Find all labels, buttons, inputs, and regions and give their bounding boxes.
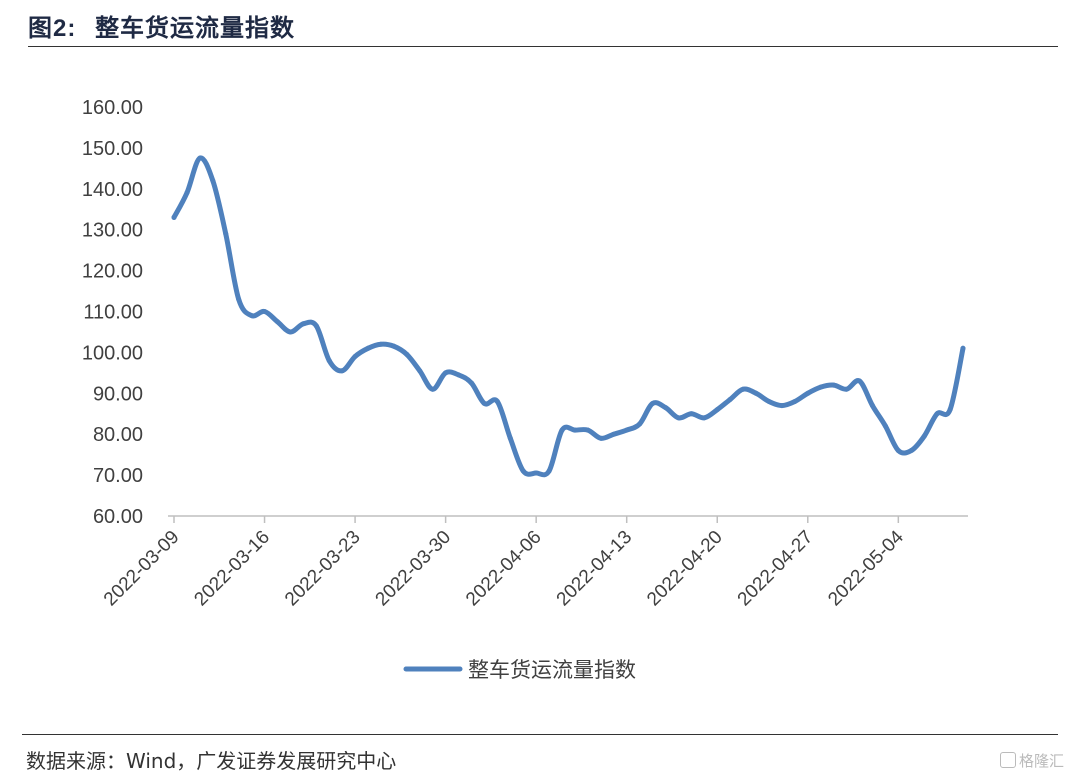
data-point: [481, 401, 487, 407]
title-text: 整车货运流量指数: [95, 14, 296, 42]
data-point: [714, 407, 720, 413]
data-point: [637, 421, 643, 427]
series-layer: [171, 155, 966, 478]
title-number: 2:: [53, 15, 77, 42]
y-tick-label: 160.00: [82, 97, 143, 119]
data-point: [650, 401, 656, 407]
x-tick-label: 2022-03-09: [100, 527, 184, 611]
data-point: [507, 435, 513, 441]
x-axis: 2022-03-09 2022-03-16 2022-03-23 2022-03-30…: [100, 515, 968, 611]
x-tick-label: 2022-04-06: [462, 527, 546, 611]
data-point: [779, 403, 785, 409]
y-tick-label: 80.00: [93, 424, 143, 446]
series-line: [171, 155, 966, 478]
y-axis: 60.00 70.00 80.00 90.00 100.00 110.00 120.00 13…: [82, 97, 143, 528]
y-tick-label: 70.00: [93, 465, 143, 487]
watermark-logo-icon: [999, 752, 1016, 768]
data-point: [404, 351, 410, 357]
y-tick-label: 110.00: [83, 302, 143, 324]
data-point: [869, 403, 875, 409]
data-point: [430, 386, 436, 392]
data-point: [468, 380, 474, 386]
x-tick-label: 2022-04-13: [553, 527, 637, 611]
data-point: [960, 345, 966, 351]
source-note: 数据来源：Wind，广发证券发展研究中心: [26, 749, 397, 773]
legend: 整车货运流量指数: [403, 658, 636, 682]
watermark: 格隆汇: [999, 750, 1064, 771]
data-point: [391, 343, 397, 349]
y-tick-label: 100.00: [82, 342, 143, 364]
data-point: [533, 470, 539, 476]
data-point: [572, 427, 578, 433]
x-tick-label: 2022-03-30: [372, 527, 456, 611]
data-point: [300, 321, 306, 327]
x-tick-label: 2022-04-27: [734, 527, 818, 611]
data-point: [456, 372, 462, 378]
y-tick-label: 60.00: [93, 506, 143, 528]
data-point: [262, 309, 268, 314]
data-point: [753, 390, 759, 396]
title-prefix: 图: [28, 14, 53, 42]
figure-title: 图2: 整车货运流量指数: [28, 8, 295, 43]
y-tick-label: 90.00: [93, 383, 143, 405]
x-tick-label: 2022-05-04: [824, 526, 908, 610]
data-point: [546, 468, 552, 474]
legend-label: 整车货运流量指数: [468, 658, 636, 682]
data-point: [663, 405, 669, 411]
data-point: [494, 398, 500, 404]
figure-header: 图2: 整车货运流量指数: [28, 6, 1058, 47]
data-point: [688, 411, 694, 417]
y-tick-label: 120.00: [82, 261, 143, 283]
x-tick-label: 2022-04-20: [643, 527, 727, 611]
data-point: [831, 382, 837, 388]
x-tick-label: 2022-03-16: [190, 527, 274, 611]
data-point: [766, 398, 772, 404]
data-point: [223, 231, 229, 237]
data-point: [313, 323, 319, 329]
data-point: [611, 431, 617, 437]
watermark-text: 格隆汇: [1018, 752, 1064, 770]
data-point: [675, 415, 681, 421]
data-point: [352, 353, 358, 359]
data-point: [857, 378, 863, 384]
y-tick-label: 140.00: [82, 179, 143, 201]
data-point: [197, 155, 203, 161]
data-point: [559, 427, 565, 433]
data-point: [792, 398, 798, 404]
data-point: [805, 390, 811, 396]
data-point: [249, 313, 255, 319]
y-tick-label: 130.00: [82, 220, 143, 242]
data-point: [921, 433, 927, 439]
data-point: [624, 427, 630, 433]
data-point: [947, 407, 953, 413]
data-point: [882, 423, 888, 429]
data-point: [934, 411, 940, 417]
data-point: [598, 435, 604, 441]
data-point: [326, 358, 332, 364]
data-point: [520, 468, 526, 474]
data-point: [236, 296, 242, 302]
data-point: [210, 178, 216, 184]
data-point: [701, 415, 707, 421]
footer-divider: [22, 734, 1058, 735]
data-point: [378, 341, 384, 347]
data-point: [184, 190, 190, 196]
data-point: [171, 214, 177, 220]
data-point: [287, 329, 293, 335]
line-chart: 60.00 70.00 80.00 90.00 100.00 110.00 120.00 13…: [82, 97, 968, 682]
data-point: [895, 448, 901, 454]
x-tick-label: 2022-03-23: [281, 527, 365, 611]
data-point: [339, 368, 345, 374]
data-point: [365, 345, 371, 351]
data-point: [818, 384, 824, 390]
data-point: [443, 370, 449, 376]
data-point: [274, 319, 280, 325]
data-point: [585, 427, 591, 433]
data-point: [727, 396, 733, 402]
y-tick-label: 150.00: [82, 138, 143, 160]
data-point: [417, 368, 423, 374]
data-point: [844, 386, 850, 392]
data-point: [908, 448, 914, 454]
data-point: [740, 386, 746, 392]
